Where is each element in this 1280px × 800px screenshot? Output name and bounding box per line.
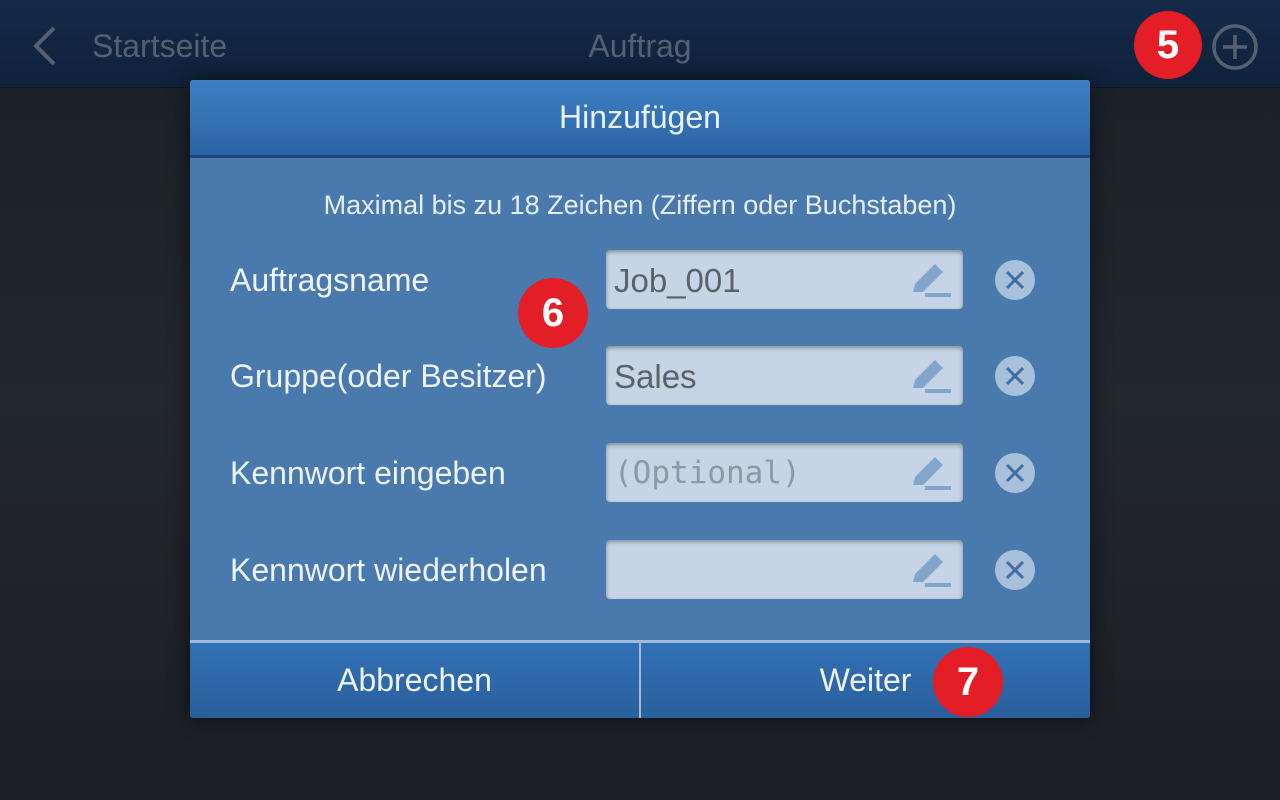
group-input[interactable]: Sales [606, 346, 963, 405]
pencil-icon [913, 554, 951, 587]
field-row-password: Kennwort eingeben (Optional) [190, 443, 1090, 503]
clear-icon[interactable] [995, 550, 1035, 590]
cancel-button[interactable]: Abbrechen [190, 643, 639, 718]
add-dialog: Hinzufügen Maximal bis zu 18 Zeichen (Zi… [190, 80, 1090, 718]
job-name-input[interactable]: Job_001 [606, 250, 963, 309]
dialog-title: Hinzufügen [190, 80, 1090, 158]
field-label: Auftragsname [230, 262, 430, 298]
back-chevron-icon[interactable] [28, 24, 68, 68]
add-circle-icon[interactable] [1210, 22, 1260, 72]
field-value: Sales [614, 358, 697, 395]
field-row-password-repeat: Kennwort wiederholen [190, 540, 1090, 600]
password-repeat-input[interactable] [606, 540, 963, 599]
callout-badge-6: 6 [518, 278, 588, 348]
field-row-group: Gruppe(oder Besitzer) Sales [190, 346, 1090, 406]
input-hint: Maximal bis zu 18 Zeichen (Ziffern oder … [323, 190, 957, 220]
page-title: Auftrag [588, 28, 692, 64]
clear-icon[interactable] [995, 356, 1035, 396]
field-label: Gruppe(oder Besitzer) [230, 358, 547, 394]
field-label: Kennwort eingeben [230, 455, 506, 491]
callout-badge-5: 5 [1134, 11, 1202, 79]
clear-icon[interactable] [995, 453, 1035, 493]
callout-badge-7: 7 [933, 647, 1003, 717]
field-label: Kennwort wiederholen [230, 552, 547, 588]
next-button[interactable]: Weiter [639, 643, 1090, 718]
password-input[interactable]: (Optional) [606, 443, 963, 502]
field-row-job-name: Auftragsname Job_001 [190, 250, 1090, 310]
field-value: Job_001 [614, 262, 741, 299]
field-placeholder: (Optional) [614, 455, 801, 491]
dialog-footer: Abbrechen Weiter [190, 640, 1090, 718]
pencil-icon [913, 457, 951, 490]
top-bar: Startseite Auftrag [0, 0, 1280, 88]
pencil-icon [913, 264, 951, 297]
clear-icon[interactable] [995, 260, 1035, 300]
pencil-icon [913, 360, 951, 393]
back-button-label[interactable]: Startseite [92, 28, 228, 64]
